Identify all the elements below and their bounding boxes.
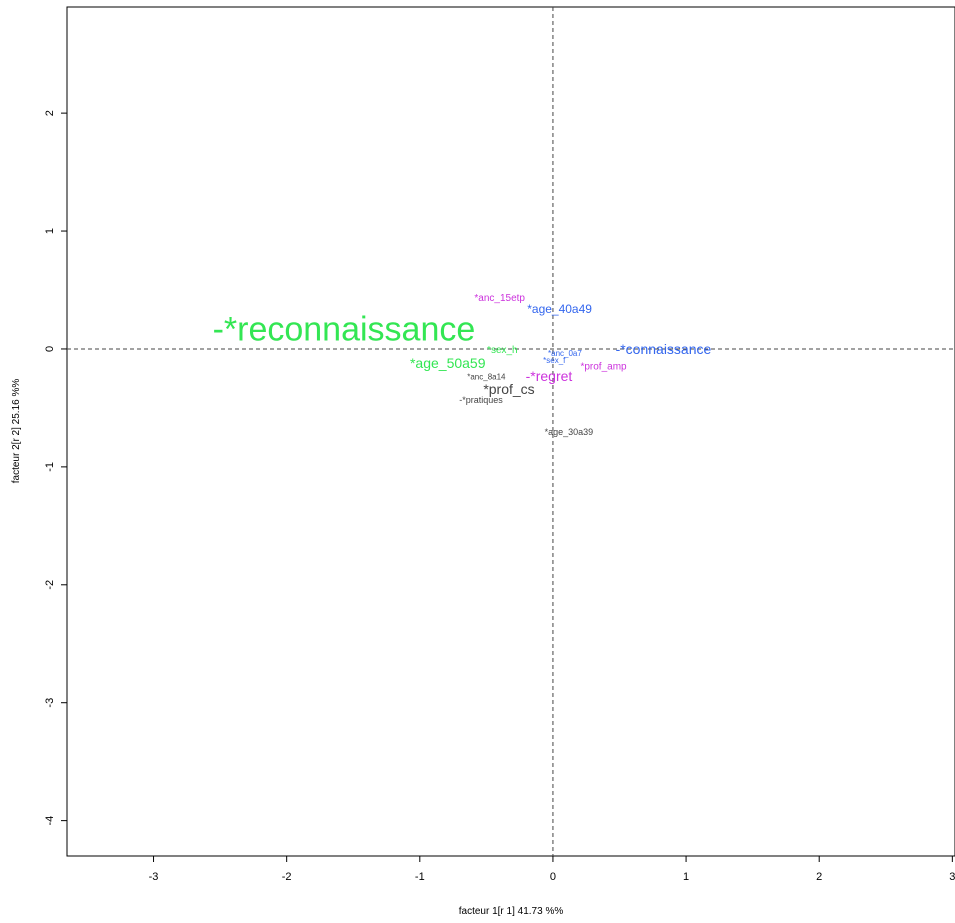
point-label: -*connaissance — [616, 341, 712, 357]
x-tick-label: 1 — [683, 871, 689, 883]
y-tick-label: -4 — [44, 816, 56, 826]
point-label: *anc_15etp — [474, 293, 525, 304]
y-tick-label: -2 — [44, 580, 56, 590]
y-tick-label: -3 — [44, 698, 56, 708]
point-label: *prof_amp — [580, 361, 627, 372]
x-axis-title: facteur 1[r 1] 41.73 %% — [459, 906, 564, 917]
point-label: *age_50a59 — [410, 355, 486, 371]
y-tick-label: 2 — [44, 110, 56, 116]
point-label: *anc_0a7 — [548, 349, 582, 358]
point-label: -*regret — [526, 368, 573, 384]
x-axis-ticks: -3 -2 -1 0 1 2 3 — [149, 856, 955, 883]
y-tick-label: 0 — [44, 346, 56, 352]
x-tick-label: -3 — [149, 871, 159, 883]
point-label: *age_30a39 — [545, 427, 594, 437]
y-axis-ticks: -4 -3 -2 -1 0 1 2 — [44, 110, 67, 826]
point-label: *prof_cs — [483, 381, 534, 397]
x-tick-label: 0 — [550, 871, 556, 883]
point-label: *sex_h — [487, 345, 518, 356]
y-tick-label: 1 — [44, 228, 56, 234]
point-label: -*reconnaissance — [213, 310, 476, 348]
y-tick-label: -1 — [44, 462, 56, 472]
y-axis-title: facteur 2[r 2] 25.16 %% — [11, 379, 22, 484]
point-labels: -*reconnaissance *anc_15etp*age_40a49 *sex… — [213, 293, 712, 437]
point-label: *sex_f — [543, 356, 566, 365]
x-tick-label: 2 — [816, 871, 822, 883]
point-label: -*pratiques — [459, 395, 503, 405]
x-tick-label: 3 — [949, 871, 955, 883]
x-tick-label: -2 — [282, 871, 292, 883]
point-label: *anc_8a14 — [467, 372, 506, 381]
plot-frame — [66, 6, 955, 857]
point-label: *age_40a49 — [527, 302, 592, 316]
x-tick-label: -1 — [415, 871, 425, 883]
